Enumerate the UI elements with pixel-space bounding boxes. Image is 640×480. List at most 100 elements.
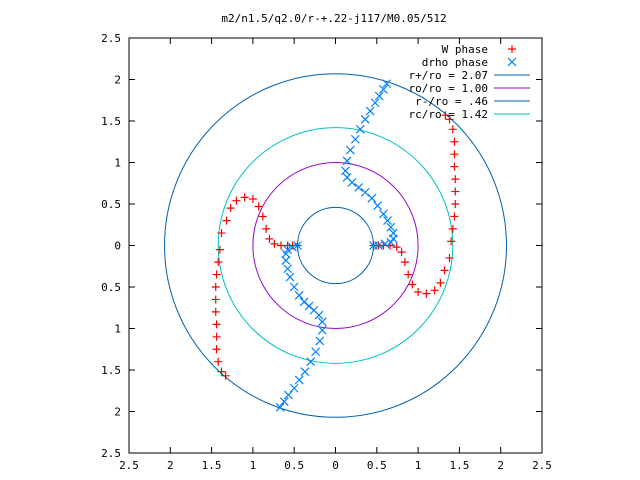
x-tick-label-4: 0.5	[284, 459, 304, 472]
y-tick-label-8: 1.5	[101, 364, 121, 377]
series-0-point-15	[430, 286, 439, 295]
reference-circle-3	[217, 127, 454, 364]
series-1-point-13	[354, 182, 364, 192]
series-1-point-3	[370, 98, 380, 108]
reference-circle-2	[297, 206, 374, 285]
series-1-point-4	[365, 106, 375, 116]
y-tick-label-0: 2.5	[101, 32, 121, 45]
x-tick-label-1: 2	[167, 459, 174, 472]
legend-symbol-1	[507, 57, 517, 67]
chart-title: m2/n1.5/q2.0/r-+.22-j117/M0.05/512	[221, 12, 446, 25]
y-tick-label-4: 0.5	[101, 198, 121, 211]
series-1-point-35	[317, 325, 327, 335]
series-1-point-47	[283, 245, 293, 255]
x-tick-label-6: 0.5	[367, 459, 387, 472]
series-1-point-6	[355, 124, 365, 134]
legend-label-5: rc/ro = 1.42	[409, 108, 488, 121]
series-1-point-23	[380, 239, 390, 249]
series-1-point-43	[285, 272, 295, 282]
series-1-point-32	[306, 357, 316, 367]
series-1-point-31	[300, 367, 310, 377]
series-1-point-17	[378, 209, 388, 219]
series-0-point-3	[450, 137, 459, 146]
x-tick-label-2: 1.5	[202, 459, 222, 472]
series-1-point-29	[289, 383, 299, 393]
reference-circle-0	[164, 73, 507, 418]
series-1-point-5	[360, 114, 370, 124]
series-1-point-16	[373, 201, 383, 211]
series-1-point-30	[294, 375, 304, 385]
series-0-point-41	[226, 204, 235, 213]
y-tick-label-10: 2.5	[101, 447, 121, 460]
legend-label-4: r-/ro = .46	[415, 95, 488, 108]
series-0-point-29	[214, 357, 223, 366]
y-tick-label-5: 0	[114, 240, 121, 253]
series-0-point-35	[211, 283, 220, 291]
x-tick-label-8: 1.5	[449, 459, 469, 472]
series-0-point-12	[445, 253, 454, 262]
series-0-point-42	[232, 196, 241, 205]
series-0-point-32	[212, 320, 221, 329]
x-tick-label-10: 2.5	[532, 459, 552, 472]
series-1-point-18	[383, 216, 392, 226]
x-tick-label-5: 0	[332, 459, 339, 472]
series-0-point-40	[222, 216, 231, 225]
series-0-point-21	[397, 248, 406, 257]
x-axis-ticks: 2.5 2 1.5 1 0.5 0 0.5 1 1.5 2 2.5	[119, 38, 552, 472]
series-1-point-1	[378, 85, 388, 94]
series-1-point-25	[369, 241, 378, 250]
series-0-point-18	[408, 280, 417, 289]
series-0-point-22	[392, 243, 401, 252]
series-0-point-49	[270, 239, 279, 248]
series-1-point-27	[279, 397, 289, 406]
series-0-point-7	[451, 187, 460, 196]
series-1-point-22	[386, 237, 396, 247]
series-1-point-44	[283, 264, 293, 274]
series-1-point-42	[289, 282, 299, 292]
series-0-point-33	[211, 307, 220, 316]
x-tick-label-9: 2	[497, 459, 504, 472]
series-1-point-2	[374, 91, 384, 101]
series-0-point-44	[248, 195, 257, 204]
legend-label-3: ro/ro = 1.00	[409, 82, 488, 95]
legend-label-2: r+/ro = 2.07	[409, 69, 488, 82]
series-0-point-30	[212, 345, 221, 354]
legend-label-0: W phase	[442, 43, 488, 56]
legend-label-1: drho phase	[422, 56, 488, 69]
x-tick-label-3: 1	[250, 459, 257, 472]
series-1-point-48	[288, 242, 297, 252]
series-1-point-0	[382, 79, 392, 89]
series-0-point-1	[445, 115, 454, 124]
series-0-point-34	[211, 295, 220, 304]
y-tick-label-3: 1	[114, 157, 121, 170]
series-1-point-12	[347, 177, 357, 187]
series-0-point-11	[447, 237, 456, 246]
series-0-point-8	[451, 200, 460, 208]
series-0-point-46	[258, 212, 267, 221]
y-tick-label-7: 1	[114, 323, 121, 336]
series-0-point-14	[436, 278, 445, 287]
y-axis-ticks: 2.5 2 1.5 1 0.5 0 0.5 1 1.5 2 2.5	[101, 32, 542, 460]
series-0-point-17	[414, 287, 423, 296]
series-0-point-36	[212, 270, 221, 279]
series-0-point-47	[262, 224, 271, 233]
series-0-point-10	[448, 224, 457, 233]
series-0-point-45	[254, 202, 263, 211]
y-tick-label-2: 1.5	[101, 115, 121, 128]
series-0-point-13	[440, 266, 449, 275]
series-0-point-5	[450, 162, 459, 171]
series-1-point-19	[386, 222, 396, 232]
series-1-point-10	[340, 166, 350, 176]
series-1-point-45	[281, 256, 291, 265]
series-0-point-19	[404, 270, 413, 279]
series-0-point-9	[450, 212, 459, 221]
reference-circles	[164, 73, 507, 418]
series-0-point-6	[451, 175, 460, 184]
series-1-point-41	[294, 290, 304, 300]
series-1-point-7	[350, 134, 360, 144]
series-0-point-38	[215, 245, 224, 254]
series-0-point-16	[422, 289, 431, 298]
data-points	[211, 79, 460, 412]
